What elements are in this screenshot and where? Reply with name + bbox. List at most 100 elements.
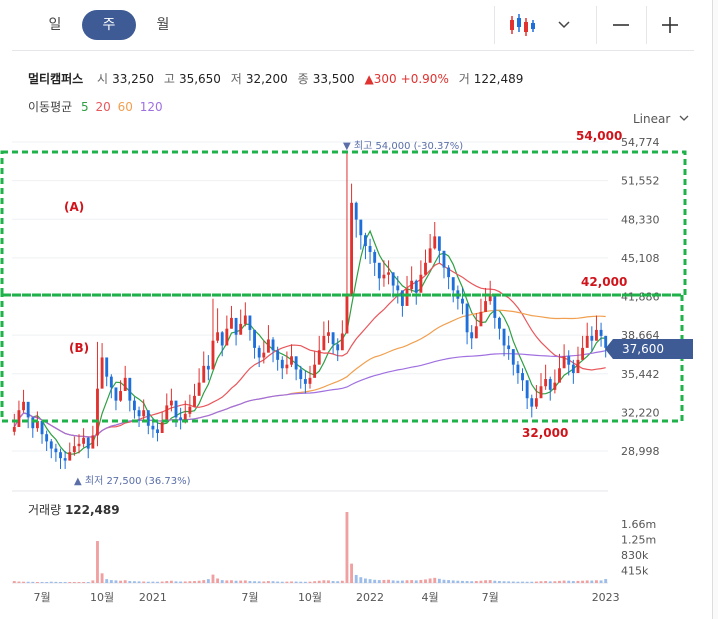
candle-body — [299, 369, 303, 380]
candle-body — [137, 410, 141, 417]
candle-body — [474, 326, 478, 339]
volume-bar — [216, 578, 220, 583]
volume-bar — [40, 581, 44, 583]
volume-bar — [26, 581, 30, 583]
volume-bar — [156, 581, 159, 583]
time-axis: 7월 10월 2021 7월 10월 2022 4월 7월 2023 — [33, 591, 619, 604]
volume-bar — [100, 573, 104, 583]
volume-bar — [128, 581, 132, 583]
scrollbar[interactable] — [712, 0, 718, 619]
volume-bars — [12, 512, 608, 583]
volume-bar — [63, 582, 67, 583]
volume-bar — [294, 581, 298, 583]
open-value: 33,250 — [112, 72, 155, 86]
volume-bar — [119, 580, 123, 583]
candle-body — [239, 323, 243, 335]
candle-body — [188, 406, 192, 414]
candle-body — [410, 280, 414, 290]
candle-body — [447, 267, 451, 278]
candle-body — [424, 262, 427, 275]
ma120-line — [13, 350, 606, 438]
candle-body — [340, 333, 344, 351]
price-tick-label: 35,442 — [621, 368, 660, 381]
time-tick-label: 7월 — [33, 591, 50, 604]
volume-bar — [604, 579, 608, 583]
zoom-in-button[interactable] — [646, 6, 693, 44]
tab-weekly[interactable]: 주 — [82, 10, 136, 40]
volume-title-label: 거래량 — [28, 503, 62, 517]
volume-bar — [595, 580, 598, 583]
chart-type-button[interactable] — [494, 6, 585, 44]
candle-body — [484, 301, 487, 312]
volume-bar — [558, 580, 561, 583]
candle-body — [516, 364, 520, 374]
candle-body — [216, 332, 220, 341]
scale-mode-selector[interactable]: Linear — [633, 112, 690, 126]
tab-monthly[interactable]: 월 — [156, 17, 170, 33]
candle-body — [308, 377, 312, 384]
candle-body — [382, 274, 386, 279]
volume-bar — [12, 581, 16, 583]
candle-body — [368, 245, 372, 252]
candle-body — [405, 289, 409, 306]
volume-bar — [502, 581, 506, 583]
scale-mode-label: Linear — [633, 112, 671, 126]
candle-body — [72, 446, 76, 453]
volume-bar — [174, 581, 178, 583]
candle-body — [253, 329, 256, 348]
close-label: 종 — [297, 72, 309, 86]
candle-body — [54, 448, 58, 453]
volume-bar — [548, 581, 552, 583]
ma60-label[interactable]: 60 — [117, 100, 133, 114]
candle-body — [169, 400, 173, 406]
volume-bar — [544, 581, 548, 583]
volume-bar — [257, 581, 261, 583]
low-label: 저 — [230, 72, 242, 86]
candle-body — [285, 364, 289, 369]
candlestick-icon — [510, 14, 535, 36]
candlesticks — [12, 151, 608, 469]
candle-body — [193, 395, 196, 407]
tab-daily[interactable]: 일 — [48, 17, 62, 33]
candle-body — [133, 400, 136, 411]
candle-body — [553, 382, 557, 390]
price-tick-label: 28,998 — [621, 445, 660, 458]
high-label: 고 — [163, 72, 175, 86]
volume-bar — [239, 580, 243, 583]
candle-body — [119, 391, 123, 401]
volume-tick-label: 415k — [621, 565, 649, 578]
low-value: 32,200 — [245, 72, 288, 86]
price-tick-label: 54,774 — [621, 136, 660, 149]
candle-body — [571, 364, 575, 374]
candle-body — [364, 235, 367, 246]
candle-body — [479, 311, 483, 327]
candle-body — [590, 335, 594, 341]
zoom-out-button[interactable] — [596, 6, 645, 44]
volume-bar — [146, 581, 150, 583]
candle-body — [280, 359, 284, 369]
candle-body — [303, 379, 307, 384]
chevron-down-icon[interactable] — [556, 18, 572, 32]
volume-bar — [151, 581, 155, 583]
volume-bar — [77, 582, 81, 583]
candle-body — [243, 315, 247, 324]
candle-body — [77, 443, 81, 447]
volume-axis: 1.66m 1.25m 830k 415k — [621, 518, 656, 578]
candle-body — [373, 251, 377, 263]
box-b-label: (B) — [69, 341, 89, 355]
candle-body — [35, 421, 39, 429]
volume-bar — [202, 580, 206, 583]
volume-bar — [197, 580, 201, 583]
candle-body — [419, 274, 423, 293]
volume-bar — [248, 581, 252, 583]
volume-bar — [211, 574, 215, 583]
candle-body — [336, 344, 340, 351]
ma120-label[interactable]: 120 — [139, 100, 163, 114]
volume-bar — [68, 582, 72, 583]
volume-bar — [534, 581, 538, 583]
current-price-badge: 37,600 — [605, 339, 693, 359]
ma5-label[interactable]: 5 — [81, 100, 89, 114]
ma20-label[interactable]: 20 — [95, 100, 111, 114]
candle-body — [59, 452, 62, 459]
